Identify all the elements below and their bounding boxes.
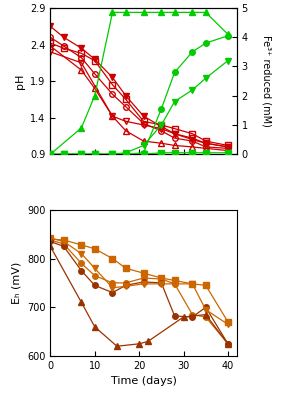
X-axis label: Time (days): Time (days)	[111, 376, 176, 386]
Y-axis label: Fe³⁺ reduced (mM): Fe³⁺ reduced (mM)	[262, 35, 272, 127]
Y-axis label: pH: pH	[15, 74, 25, 89]
Y-axis label: Eₕ (mV): Eₕ (mV)	[12, 262, 21, 304]
